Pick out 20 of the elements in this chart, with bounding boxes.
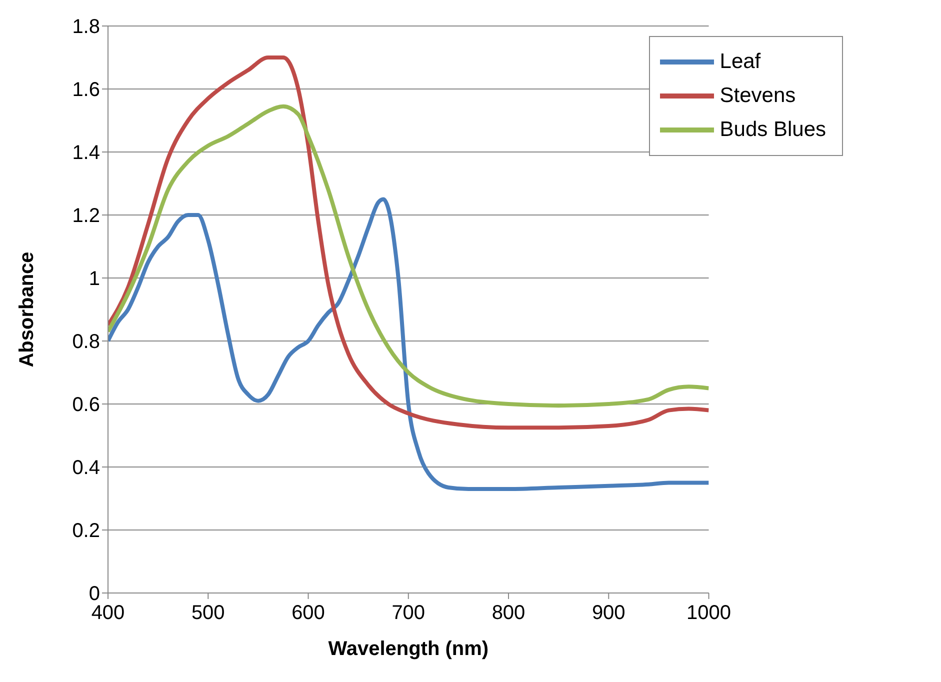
legend-label: Buds Blues: [720, 117, 826, 143]
x-tick-label: 700: [392, 602, 426, 624]
y-tick-label: 1.6: [72, 79, 100, 102]
y-tick-label: 1.2: [72, 205, 100, 228]
y-tick-label: 0.8: [72, 331, 100, 354]
y-tick-label: 1.8: [72, 16, 100, 38]
x-tick-label: 600: [292, 602, 325, 624]
y-tick-label: 0.4: [72, 457, 100, 480]
x-tick-label: 500: [191, 602, 225, 624]
x-axis-title: Wavelength (nm): [328, 638, 489, 660]
x-tick-label: 800: [492, 602, 526, 624]
y-tick-label: 1.4: [72, 142, 100, 164]
y-tick-label: 1: [88, 268, 100, 290]
x-tick-label: 900: [592, 602, 626, 624]
legend-label: Stevens: [720, 83, 796, 109]
legend-label: Leaf: [720, 49, 761, 75]
y-tick-label: 0.6: [72, 394, 100, 416]
y-tick-label: 0.2: [72, 520, 100, 542]
x-tick-label: 1000: [686, 602, 732, 624]
y-axis-title: Absorbance: [16, 252, 38, 368]
